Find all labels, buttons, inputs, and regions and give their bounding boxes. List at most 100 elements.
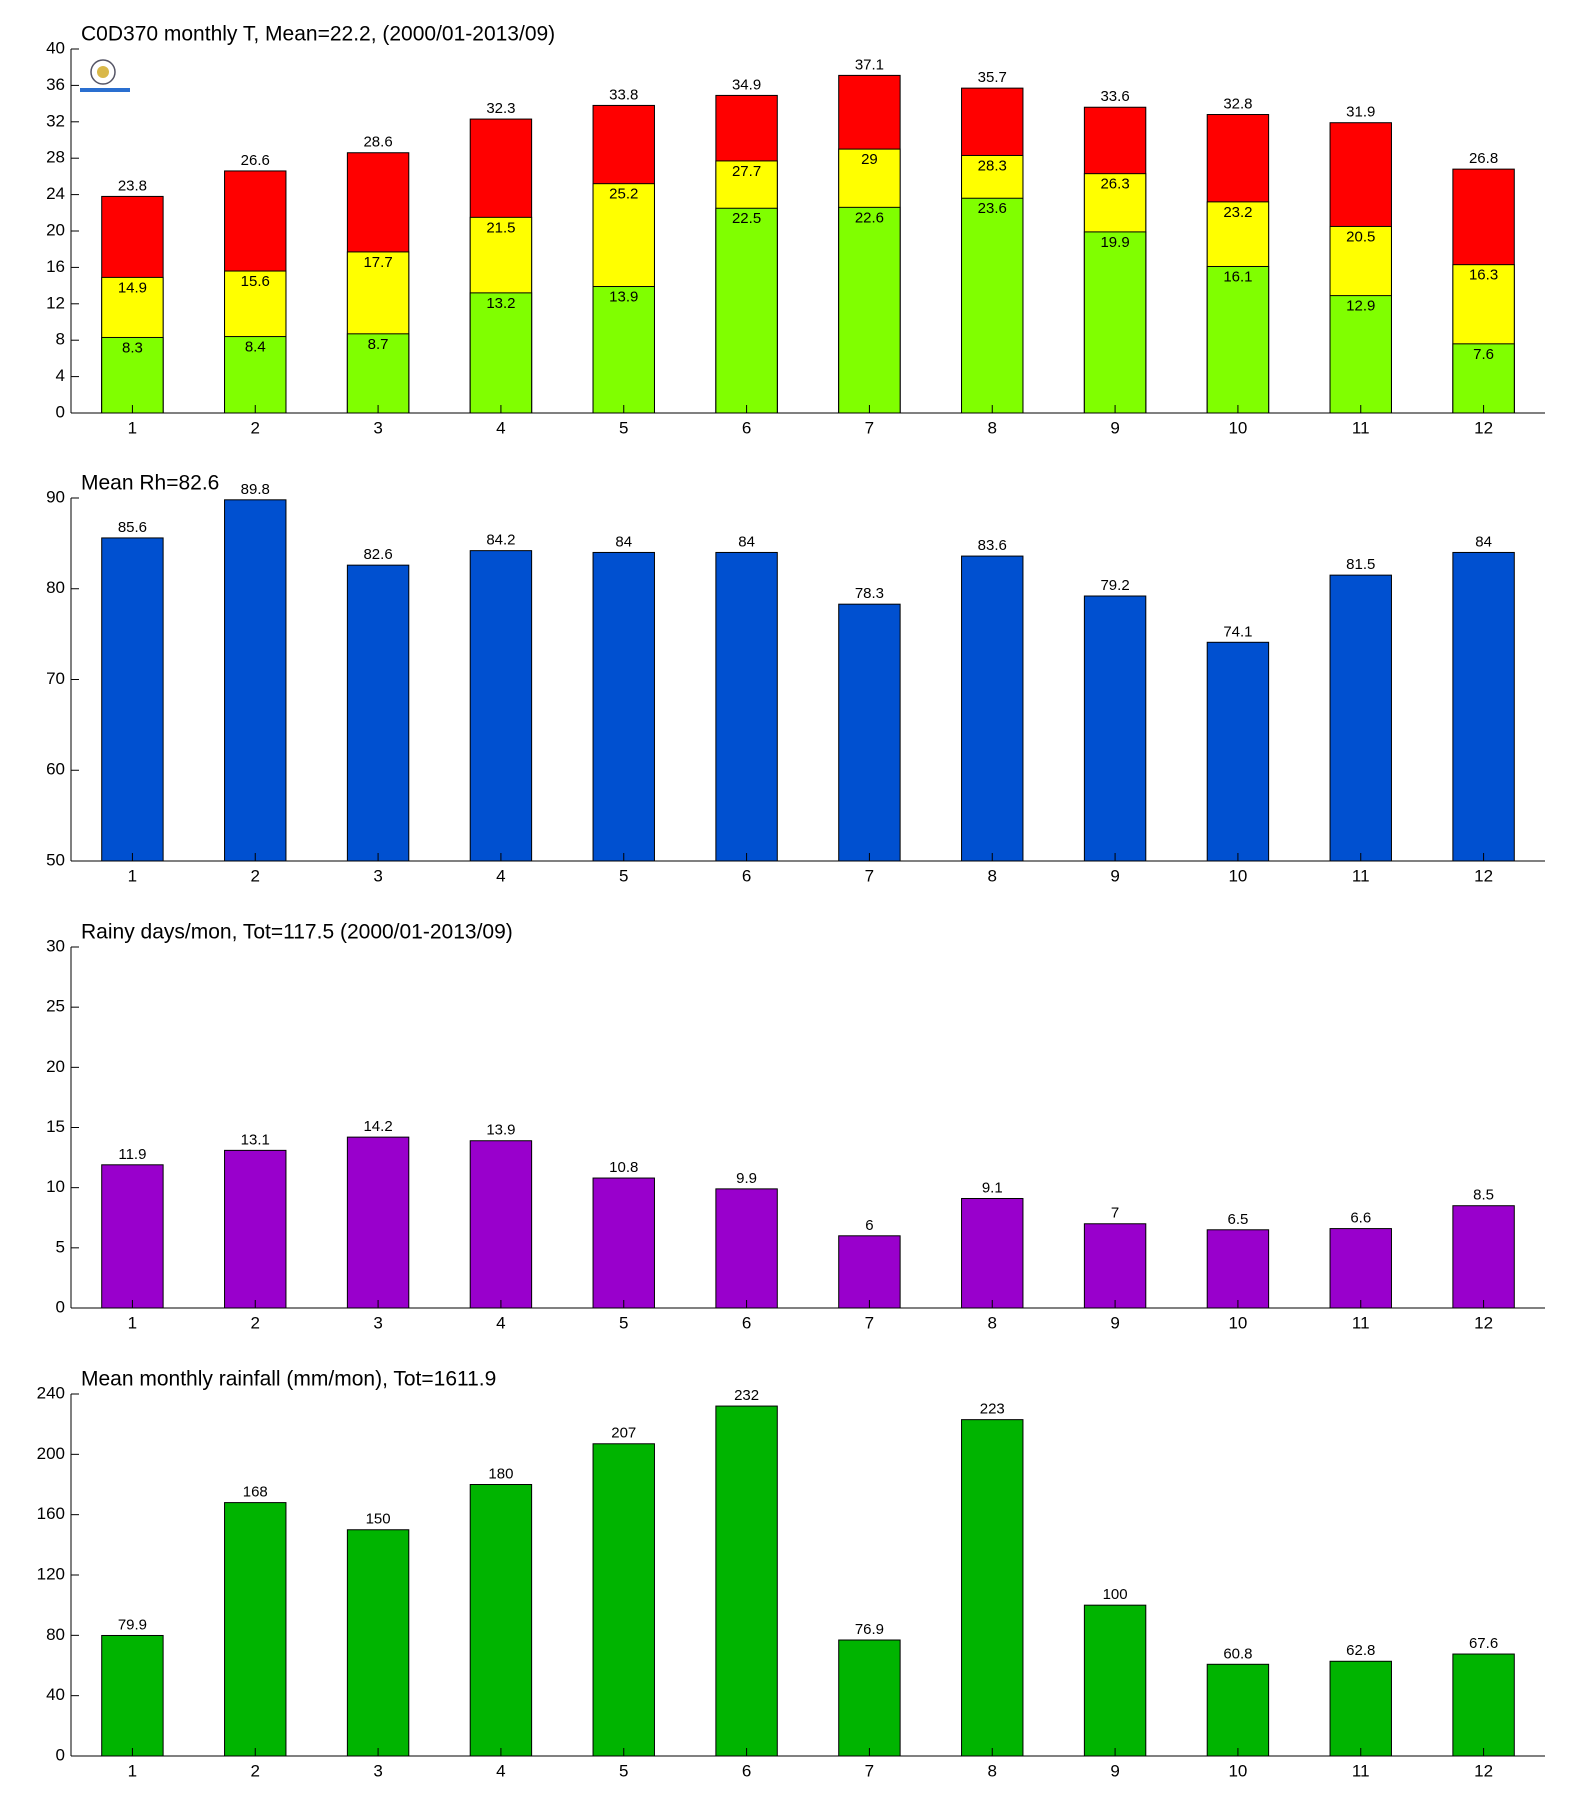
y-tick-label: 90 — [46, 487, 65, 506]
value-label: 8.3 — [122, 339, 143, 356]
value-label: 23.6 — [978, 200, 1007, 217]
x-tick-label: 10 — [1228, 866, 1247, 885]
y-tick-label: 240 — [37, 1383, 65, 1402]
value-label: 29 — [861, 151, 878, 168]
value-label: 207 — [611, 1425, 636, 1442]
bar — [838, 206, 901, 414]
y-tick-label: 40 — [46, 38, 65, 57]
value-label: 8.4 — [245, 339, 266, 356]
chart-title: Rainy days/mon, Tot=117.5 (2000/01-2013/… — [81, 921, 513, 944]
bar — [469, 1140, 533, 1309]
bar — [592, 551, 655, 862]
value-label: 81.5 — [1346, 556, 1375, 573]
x-tick-label: 7 — [865, 866, 874, 885]
bar — [961, 555, 1024, 862]
bar — [101, 1634, 164, 1757]
value-label: 14.2 — [363, 1118, 392, 1135]
value-label: 22.6 — [855, 209, 884, 226]
value-label: 28.3 — [978, 157, 1007, 174]
value-label: 17.7 — [363, 254, 392, 271]
y-tick-label: 20 — [46, 1057, 65, 1076]
bar — [1452, 1653, 1515, 1757]
value-label: 84.2 — [486, 532, 515, 549]
value-label: 8.7 — [368, 336, 389, 353]
y-tick-label: 36 — [46, 75, 65, 94]
value-label: 6 — [865, 1217, 873, 1234]
y-tick-label: 80 — [46, 1625, 65, 1644]
x-tick-label: 8 — [988, 1761, 997, 1780]
y-tick-label: 80 — [46, 578, 65, 597]
bar — [1083, 1604, 1147, 1757]
x-tick-label: 2 — [251, 1761, 260, 1780]
chart-title: Mean Rh=82.6 — [81, 472, 219, 495]
value-label: 26.8 — [1469, 150, 1498, 167]
y-tick-label: 24 — [46, 184, 65, 203]
bar — [1206, 641, 1270, 862]
value-label: 67.6 — [1469, 1635, 1498, 1652]
x-tick-label: 9 — [1110, 418, 1119, 437]
value-label: 33.8 — [609, 86, 638, 103]
value-label: 79.2 — [1100, 577, 1129, 594]
value-label: 8.5 — [1473, 1187, 1494, 1204]
x-tick-label: 2 — [251, 866, 260, 885]
value-label: 20.5 — [1346, 228, 1375, 245]
y-tick-label: 30 — [46, 936, 65, 955]
value-label: 100 — [1103, 1586, 1128, 1603]
y-tick-label: 5 — [56, 1237, 65, 1256]
bar — [592, 1443, 655, 1757]
value-label: 74.1 — [1223, 623, 1252, 640]
x-tick-label: 5 — [619, 1313, 628, 1332]
x-tick-label: 8 — [988, 418, 997, 437]
bar — [346, 1136, 410, 1309]
value-label: 11.9 — [118, 1146, 146, 1163]
value-label: 26.6 — [241, 152, 270, 169]
bar — [1206, 1663, 1270, 1757]
value-label: 21.5 — [486, 219, 515, 236]
x-tick-label: 10 — [1228, 1761, 1247, 1780]
bar — [1452, 1205, 1515, 1309]
value-label: 13.2 — [486, 295, 515, 312]
bar — [469, 550, 533, 862]
x-tick-label: 2 — [251, 418, 260, 437]
value-label: 15.6 — [241, 273, 270, 290]
value-label: 27.7 — [732, 163, 761, 180]
value-label: 23.8 — [118, 177, 147, 194]
value-label: 84 — [615, 533, 632, 550]
y-tick-label: 28 — [46, 148, 65, 167]
bar — [715, 1405, 778, 1757]
chart-title: Mean monthly rainfall (mm/mon), Tot=1611… — [81, 1368, 496, 1391]
x-tick-label: 9 — [1110, 1761, 1119, 1780]
value-label: 35.7 — [978, 69, 1007, 86]
value-label: 23.2 — [1223, 204, 1252, 221]
y-tick-label: 200 — [37, 1444, 65, 1463]
value-label: 7 — [1111, 1205, 1119, 1222]
value-label: 12.9 — [1346, 298, 1375, 315]
value-label: 223 — [980, 1401, 1005, 1418]
y-tick-label: 70 — [46, 669, 65, 688]
x-tick-label: 3 — [373, 866, 382, 885]
bar — [838, 603, 901, 862]
value-label: 28.6 — [363, 134, 392, 151]
x-tick-label: 5 — [619, 418, 628, 437]
y-tick-label: 120 — [37, 1564, 65, 1583]
bar — [715, 207, 778, 414]
y-tick-label: 20 — [46, 220, 65, 239]
bar — [838, 1639, 901, 1757]
bar — [469, 1484, 533, 1757]
x-tick-label: 10 — [1228, 1313, 1247, 1332]
bar — [961, 1419, 1024, 1757]
bar — [1083, 1223, 1147, 1309]
x-tick-label: 12 — [1474, 1761, 1493, 1780]
bar — [101, 1164, 164, 1309]
value-label: 32.8 — [1223, 95, 1252, 112]
value-label: 85.6 — [118, 519, 147, 536]
y-tick-label: 40 — [46, 1685, 65, 1704]
value-label: 33.6 — [1100, 88, 1129, 105]
x-tick-label: 8 — [988, 866, 997, 885]
y-tick-label: 0 — [56, 1745, 65, 1764]
value-label: 26.3 — [1100, 176, 1129, 193]
x-tick-label: 8 — [988, 1313, 997, 1332]
bar — [346, 1529, 410, 1757]
bar — [346, 333, 410, 414]
